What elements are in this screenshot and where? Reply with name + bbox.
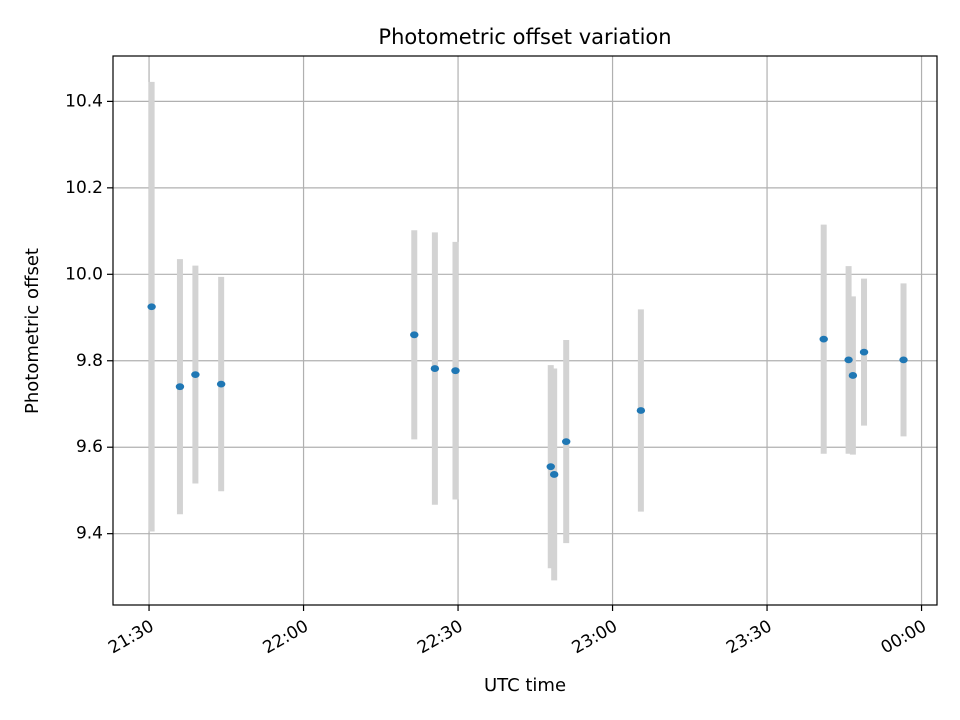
data-point (175, 383, 185, 391)
y-tick-label: 10.2 (65, 178, 103, 198)
chart-title: Photometric offset variation (378, 25, 671, 49)
data-point (549, 471, 559, 478)
x-axis-label: UTC time (484, 675, 566, 696)
data-point (819, 335, 828, 343)
y-axis-label: Photometric offset (22, 248, 43, 414)
data-point (451, 367, 460, 375)
y-axis-ticks: 9.4 9.6 9.8 10.0 10.2 10.4 (65, 91, 113, 544)
y-tick-label: 9.4 (76, 524, 103, 544)
data-point (216, 380, 226, 388)
data-point (859, 348, 869, 356)
data-point (636, 407, 646, 414)
data-point (430, 365, 440, 372)
data-point (899, 356, 908, 364)
data-point (562, 438, 571, 445)
data-point (848, 372, 858, 379)
data-point (546, 463, 555, 471)
data-points (147, 303, 908, 478)
plot-frame (112, 55, 938, 606)
y-tick-label: 10.4 (65, 91, 103, 111)
data-point (191, 371, 200, 378)
y-tick-label: 9.6 (76, 437, 103, 457)
data-point (410, 331, 419, 339)
data-point (844, 356, 853, 364)
y-tick-label: 9.8 (76, 351, 103, 371)
plot-area-background (113, 56, 937, 605)
y-tick-label: 10.0 (65, 264, 103, 284)
data-point (147, 303, 156, 311)
